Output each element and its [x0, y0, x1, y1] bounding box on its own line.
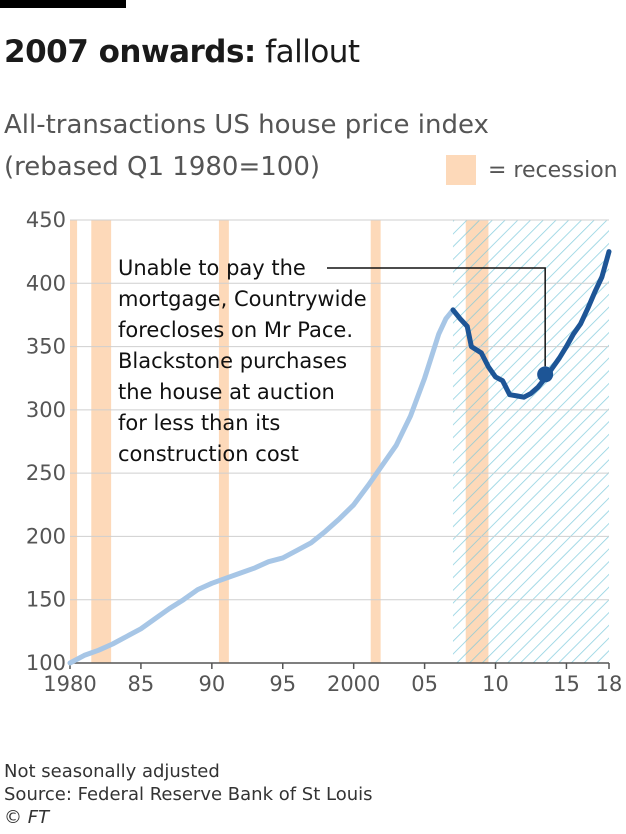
annotation-line-0: Unable to pay the: [118, 256, 306, 280]
annotation-line-2: forecloses on Mr Pace.: [118, 318, 353, 342]
y-tick-200: 200: [26, 524, 66, 548]
y-tick-300: 300: [26, 398, 66, 422]
y-tick-150: 150: [26, 588, 66, 612]
chart-subtitle: (rebased Q1 1980=100): [4, 152, 320, 182]
recession-band-2: [218, 220, 229, 663]
annotation-line-1: mortgage, Countrywide: [118, 287, 367, 311]
chart-subtitle-block: All-transactions US house price index (r…: [4, 104, 564, 188]
x-tick-95: 95: [269, 672, 296, 696]
top-accent-bar: [0, 0, 126, 8]
x-tick-90: 90: [198, 672, 225, 696]
headline-rest: fallout: [255, 34, 360, 70]
x-tick-15: 15: [553, 672, 580, 696]
note-adjustment: Not seasonally adjusted: [4, 761, 220, 782]
recession-swatch: [446, 155, 476, 185]
annotation-line-3: Blackstone purchases: [118, 349, 347, 373]
note-copyright: © FT: [4, 807, 50, 828]
y-tick-100: 100: [26, 651, 66, 675]
annotation-marker: [537, 366, 554, 383]
annotation-line-5: for less than its: [118, 411, 280, 435]
x-tick-05: 05: [411, 672, 438, 696]
notes: Not seasonally adjusted Source: Federal …: [4, 760, 373, 829]
series-line-0: [67, 307, 456, 666]
recession-band-0: [70, 220, 78, 663]
y-tick-350: 350: [26, 335, 66, 359]
annotation-line-6: construction cost: [118, 442, 299, 466]
x-tick-18: 18: [596, 672, 623, 696]
gridlines: [70, 219, 609, 664]
headline: 2007 onwards: fallout: [4, 34, 360, 70]
chart: 100 150 200 250 300 350 400 450 1980 85 90 95 2000 0…: [26, 208, 622, 696]
y-tick-250: 250: [26, 461, 66, 485]
legend-label: = recession: [488, 157, 618, 183]
x-tick-1980: 1980: [43, 672, 96, 696]
headline-bold: 2007 onwards:: [4, 34, 256, 70]
post-2007-highlight: [452, 220, 609, 663]
legend: = recession: [446, 154, 618, 186]
hatched-region: [452, 220, 609, 663]
note-source: Source: Federal Reserve Bank of St Louis: [4, 784, 373, 805]
recession-band-1: [91, 220, 112, 663]
y-axis: 100 150 200 250 300 350 400 450: [26, 208, 66, 675]
x-tick-2000: 2000: [327, 672, 380, 696]
annotation-line-4: the house at auction: [118, 380, 335, 404]
y-tick-450: 450: [26, 208, 66, 232]
x-tick-85: 85: [128, 672, 155, 696]
y-tick-400: 400: [26, 271, 66, 295]
series-line-1: [450, 249, 612, 400]
annotation-leader: [327, 267, 546, 367]
annotation: Unable to pay the mortgage, Countrywide fo…: [118, 256, 554, 466]
x-axis: 1980 85 90 95 2000 05 10 15 18: [43, 663, 622, 696]
x-tick-10: 10: [482, 672, 509, 696]
chart-title: All-transactions US house price index: [4, 110, 489, 140]
recession-band-3: [370, 220, 381, 663]
series-lines: [67, 249, 612, 666]
